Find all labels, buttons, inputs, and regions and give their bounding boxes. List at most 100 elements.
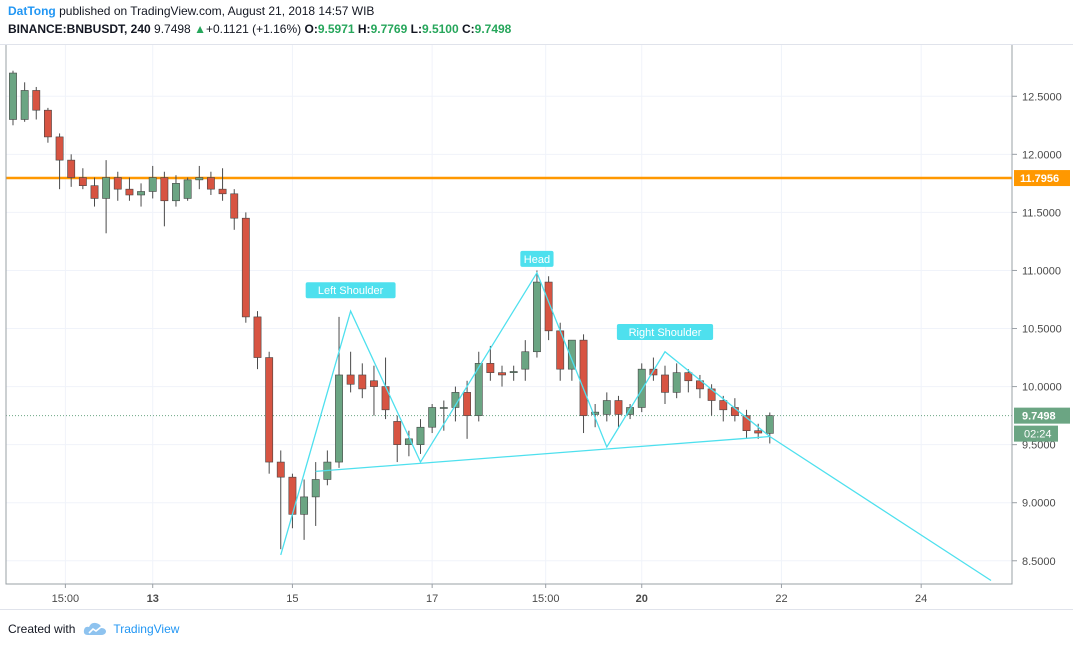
head-and-shoulders-pattern[interactable] xyxy=(280,271,992,582)
close-value: 9.7498 xyxy=(474,22,512,36)
candle-down xyxy=(253,311,262,370)
candle-body xyxy=(544,281,553,332)
candle-body xyxy=(32,90,41,111)
created-with-text: Created with xyxy=(8,622,76,636)
candle-down xyxy=(241,212,250,323)
x-tick-label: 17 xyxy=(426,593,438,605)
tradingview-link[interactable]: TradingView xyxy=(113,622,180,636)
candle-down xyxy=(614,395,623,428)
candle-body xyxy=(381,386,390,411)
y-tick-label: 9.5000 xyxy=(1022,440,1056,452)
ohlc-line: BINANCE:BNBUSDT, 240 9.7498 ▲+0.1121 (+1… xyxy=(8,22,511,36)
annotation-box xyxy=(520,250,554,267)
candle-down xyxy=(719,395,728,422)
candle-down xyxy=(346,351,355,393)
annotation-box xyxy=(616,324,714,340)
annotation-label: Left Shoulder xyxy=(318,285,384,297)
candle-body xyxy=(230,193,239,219)
pattern-annotations: Left Shoulder Head Right Shoulder xyxy=(305,250,714,340)
candle-body xyxy=(137,191,145,196)
x-tick-label: 24 xyxy=(915,593,927,605)
candle-body xyxy=(614,400,623,415)
candle-down xyxy=(498,365,506,387)
y-tick-label: 11.5000 xyxy=(1022,207,1061,219)
candle-body xyxy=(160,177,169,202)
candle-body xyxy=(707,388,716,401)
candle-body xyxy=(288,476,297,515)
candle-down xyxy=(276,450,285,550)
candle-body xyxy=(602,400,611,415)
candle-body xyxy=(148,177,157,192)
author-link[interactable]: DatTong xyxy=(8,4,56,18)
candle-down xyxy=(544,276,553,341)
candle-body xyxy=(439,407,448,409)
pattern-zigzag xyxy=(280,271,992,582)
x-tick-label: 15:00 xyxy=(532,593,560,605)
y-tick-label: 12.0000 xyxy=(1022,149,1062,161)
annotation-label: Head xyxy=(524,254,550,266)
candle-body xyxy=(474,363,483,416)
candle-body xyxy=(113,177,122,190)
candle-down xyxy=(358,363,367,399)
candle-body xyxy=(67,159,76,178)
candle-up xyxy=(9,70,17,126)
candle-body xyxy=(637,368,646,408)
candle-up xyxy=(439,400,448,431)
candle-up xyxy=(148,165,157,199)
candle-body xyxy=(276,461,285,478)
candle-up xyxy=(533,270,541,358)
candle-body xyxy=(579,339,588,416)
candle-up xyxy=(637,363,646,413)
candle-body xyxy=(9,72,17,120)
low-label: L: xyxy=(410,22,422,36)
candle-down xyxy=(78,168,87,190)
candle-up xyxy=(416,419,425,454)
chart-frame xyxy=(0,44,1073,610)
close-label: C: xyxy=(461,22,475,36)
candle-body xyxy=(370,380,378,387)
price-axis[interactable]: 12.5000 12.0000 11.5000 11.0000 10.5000 10.00… xyxy=(1012,91,1070,568)
time-axis[interactable]: 15:00 13 15 17 15:00 20 22 24 xyxy=(52,584,928,605)
change-arrow-icon: ▲ xyxy=(194,22,206,36)
candle-down xyxy=(463,380,472,439)
candle-body xyxy=(742,415,751,432)
candle-body xyxy=(765,415,774,434)
candle-body xyxy=(719,400,728,411)
candle-down xyxy=(113,171,122,201)
tradingview-cloud-icon xyxy=(84,622,107,635)
x-tick-label: 15:00 xyxy=(52,593,80,605)
last-price-label: 9.7498 xyxy=(1022,411,1056,423)
y-tick-label: 11.0000 xyxy=(1022,265,1061,277)
candle-body xyxy=(78,177,87,186)
candle-down xyxy=(125,177,134,201)
candle-body xyxy=(509,371,518,373)
candle-down xyxy=(486,345,495,381)
candle-up xyxy=(183,177,192,201)
y-tick-label: 10.5000 xyxy=(1022,324,1062,336)
candle-body xyxy=(55,136,64,161)
resistance-price-label: 11.7956 xyxy=(1020,173,1059,185)
candle-down xyxy=(43,107,52,143)
candle-body xyxy=(206,177,215,190)
x-tick-label: 15 xyxy=(286,593,298,605)
candle-body xyxy=(241,217,250,318)
candle-body xyxy=(672,372,681,393)
x-tick-label: 13 xyxy=(147,593,159,605)
candle-body xyxy=(684,372,693,382)
candle-up xyxy=(672,363,681,399)
candle-body xyxy=(311,479,320,498)
open-label: O: xyxy=(304,22,318,36)
published-text: published on TradingView.com, August 21,… xyxy=(59,4,375,18)
y-tick-label: 8.5000 xyxy=(1022,556,1056,568)
annotation-box xyxy=(305,282,396,299)
candle-up xyxy=(311,462,320,526)
grid-lines xyxy=(6,44,1012,584)
candle-body xyxy=(428,407,437,428)
change-value: +0.1121 (+1.16%) xyxy=(205,22,302,36)
candle-down xyxy=(160,171,169,227)
candle-down xyxy=(55,133,64,190)
candle-up xyxy=(300,479,309,540)
high-label: H: xyxy=(357,22,371,36)
candle-down xyxy=(393,415,402,463)
